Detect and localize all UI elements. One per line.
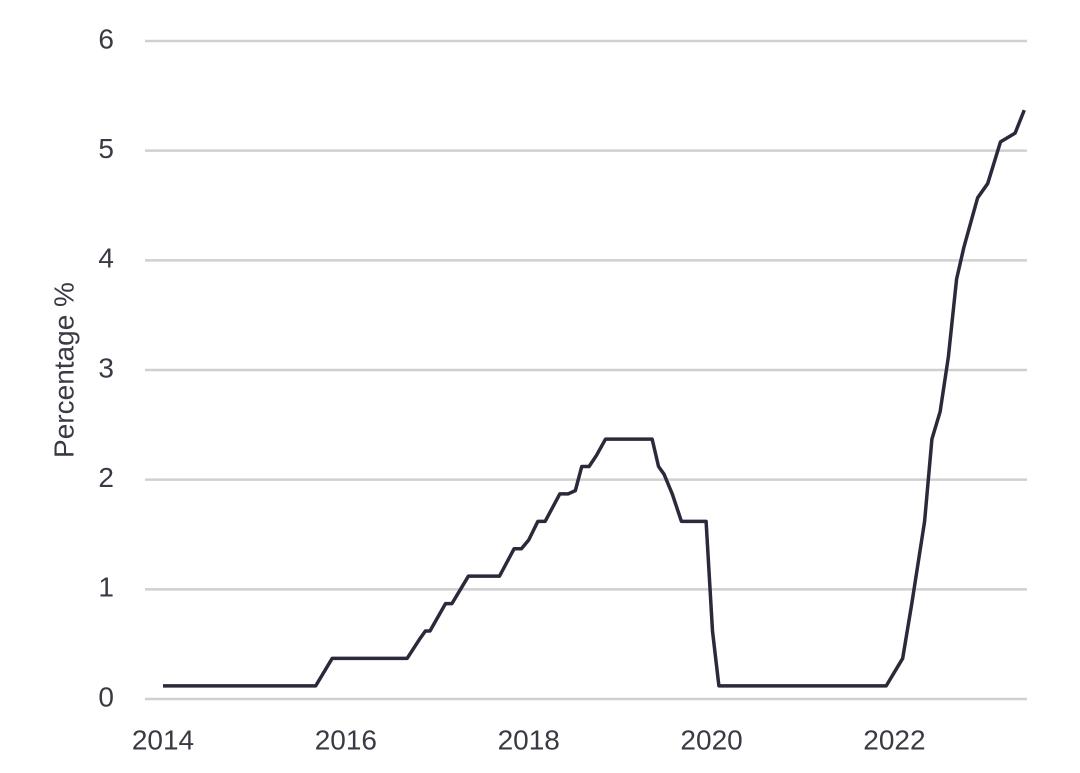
x-tick-label: 2020 xyxy=(680,724,742,755)
y-tick-label: 6 xyxy=(98,23,114,54)
y-tick-label: 5 xyxy=(98,133,114,164)
data-line xyxy=(163,109,1026,688)
y-tick-label: 0 xyxy=(98,681,114,712)
x-tick-label: 2018 xyxy=(498,724,560,755)
y-tick-label: 2 xyxy=(98,462,114,493)
x-tick-label: 2022 xyxy=(863,724,925,755)
y-tick-label: 3 xyxy=(98,352,114,383)
x-tick-label: 2014 xyxy=(132,724,194,755)
y-axis-label: Percentage % xyxy=(48,282,79,458)
y-tick-label: 4 xyxy=(98,243,114,274)
y-tick-label: 1 xyxy=(98,572,114,603)
x-tick-label: 2016 xyxy=(315,724,377,755)
